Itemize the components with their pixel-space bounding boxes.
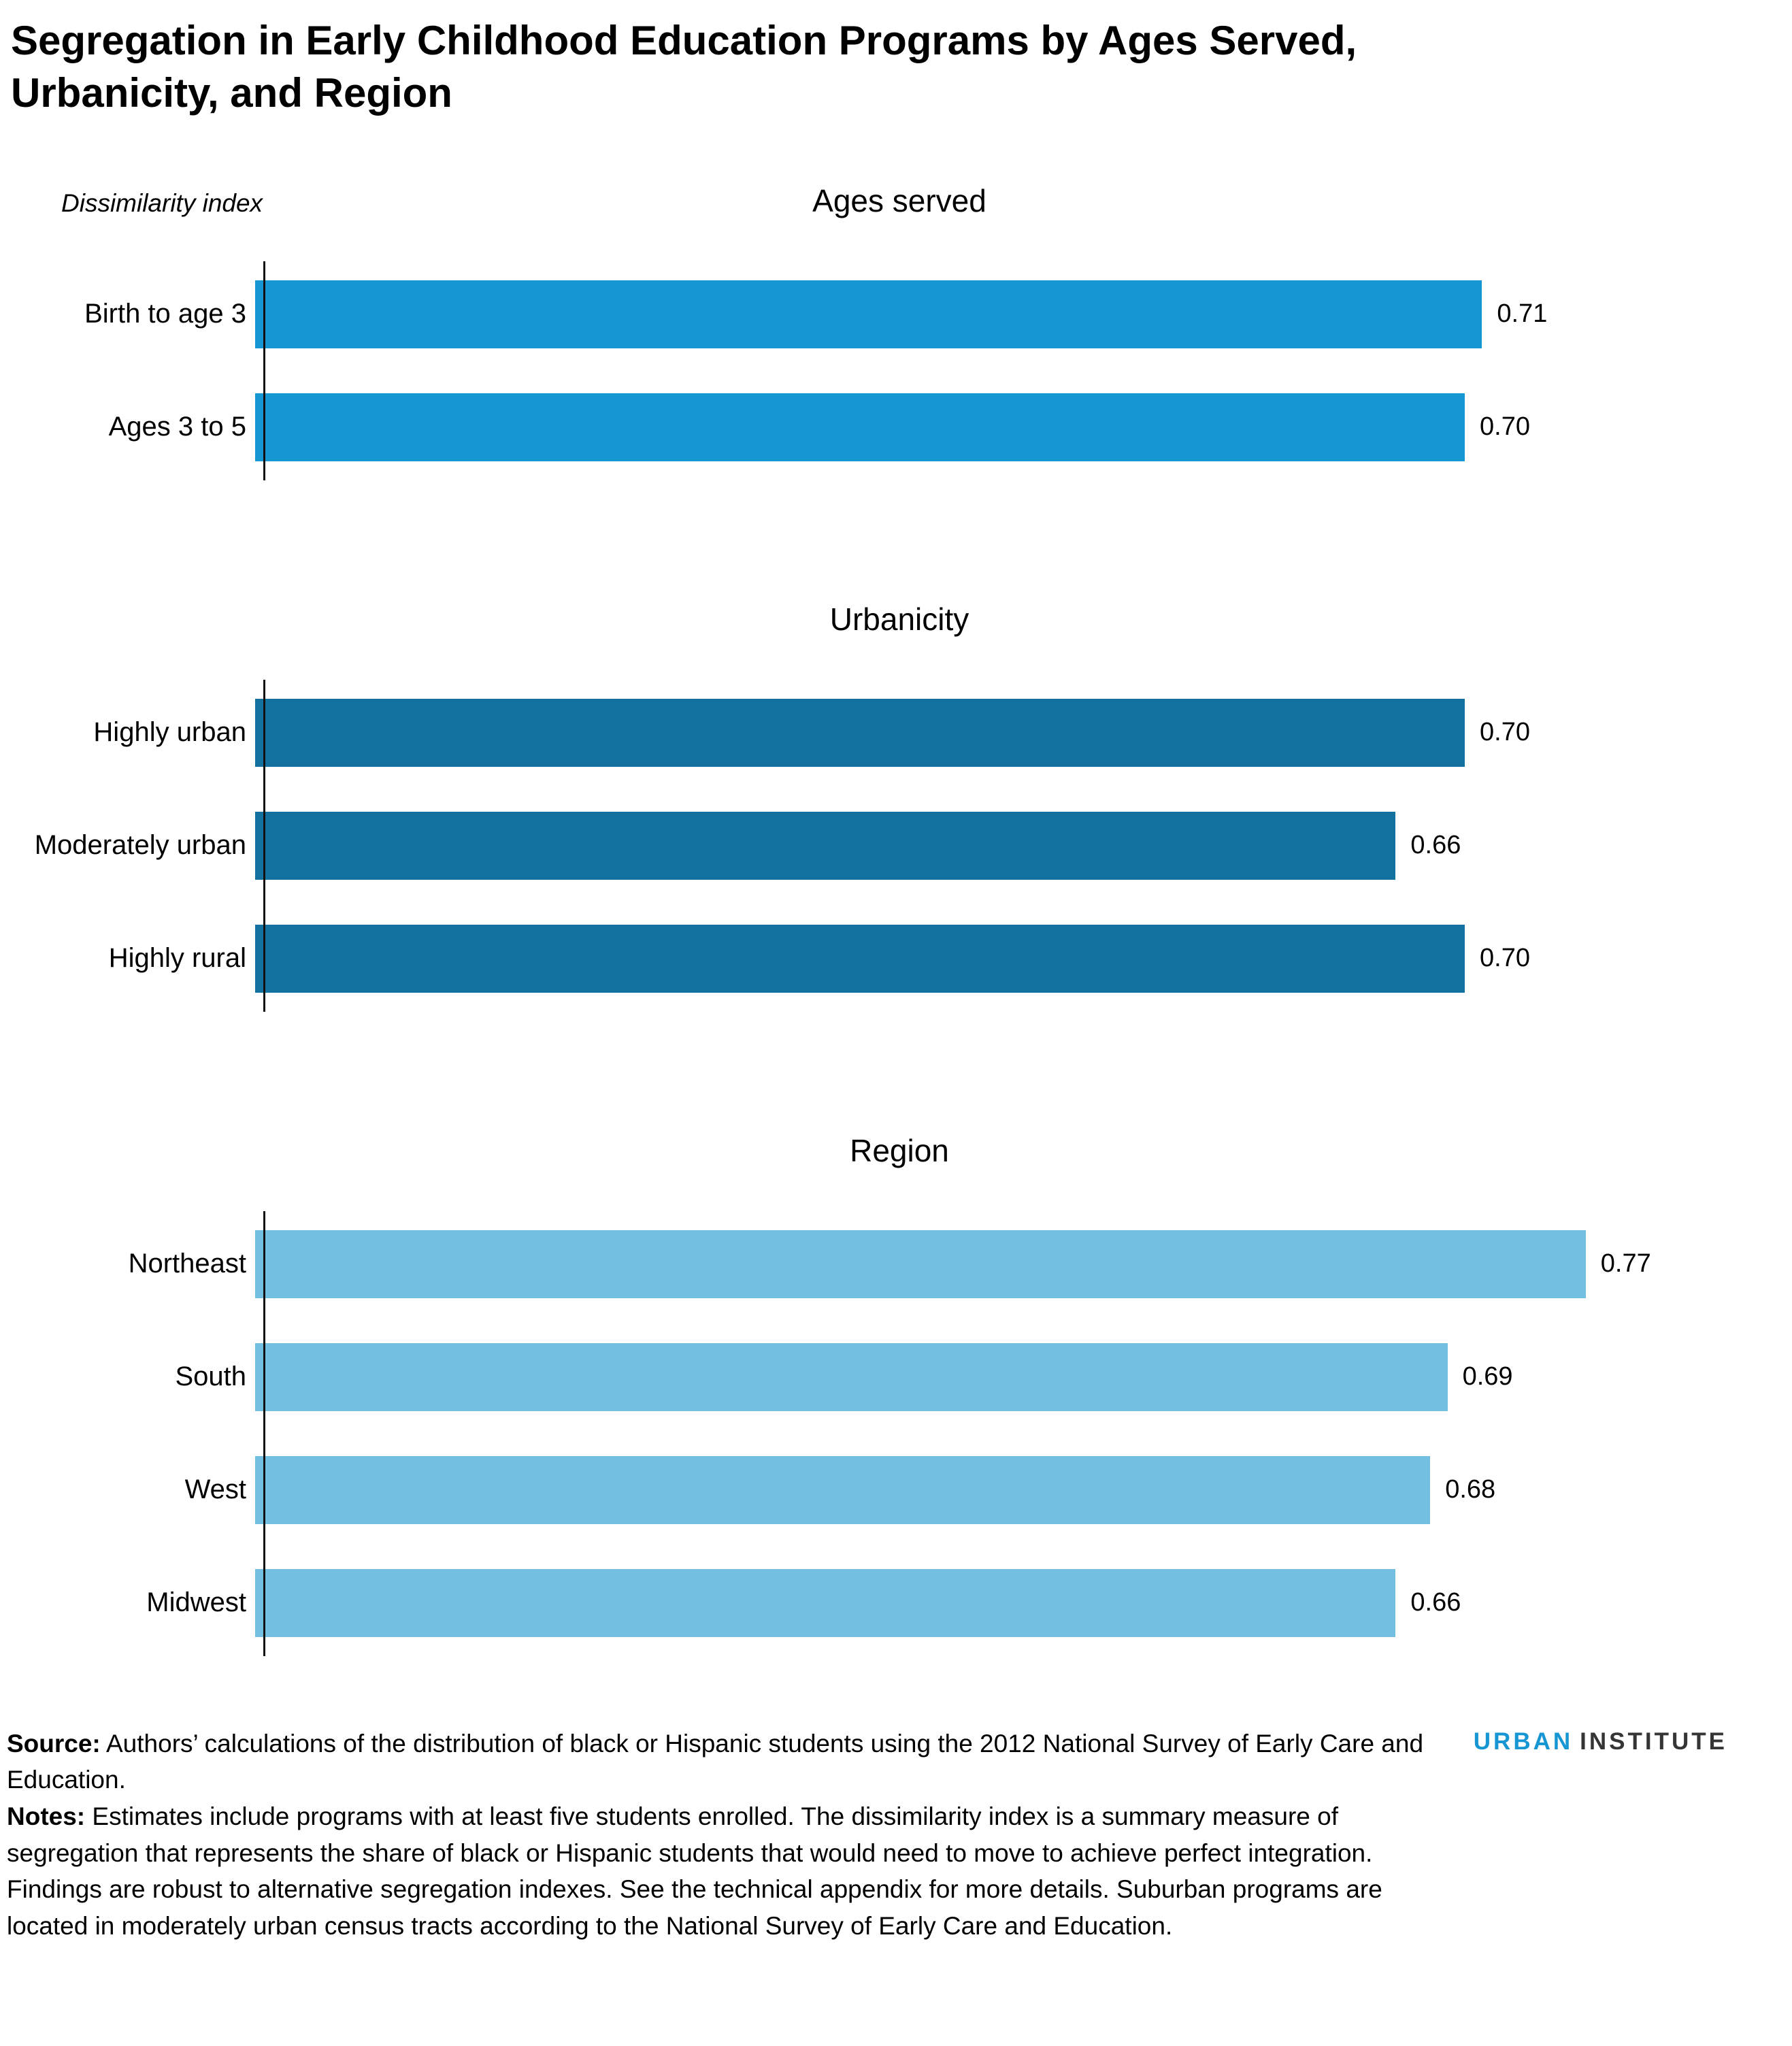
y-axis-line [263, 261, 265, 480]
bar-value: 0.77 [1600, 1249, 1651, 1278]
footer-notes: Source: Authors’ calculations of the dis… [7, 1726, 1439, 1945]
bar-row: Ages 3 to 5 0.70 [7, 393, 1724, 461]
bar [255, 1568, 1396, 1637]
bar-label: Midwest [146, 1587, 246, 1618]
bar-label: Northeast [128, 1249, 246, 1279]
source-text: Authors’ calculations of the distributio… [7, 1729, 1424, 1794]
bar-label: Highly rural [108, 943, 246, 974]
bar [255, 393, 1465, 461]
bar-cell: 0.70 [255, 393, 1724, 461]
bar-label: Moderately urban [34, 830, 246, 861]
bar-row: Northeast 0.77 [7, 1230, 1724, 1298]
section-title: Ages served [812, 182, 986, 218]
bar-cell: 0.68 [255, 1455, 1724, 1524]
notes-note: Notes: Estimates include programs with a… [7, 1798, 1439, 1945]
logo-urban-text: URBAN [1473, 1728, 1574, 1755]
section-rows: Northeast 0.77 South 0.69 West 0.68 Midw… [7, 1230, 1724, 1637]
chart-section: Ages served Birth to age 3 0.71 Ages 3 t… [7, 182, 1792, 480]
bar-value: 0.70 [1480, 718, 1530, 747]
source-label: Source: [7, 1729, 101, 1758]
chart-section: Urbanicity Highly urban 0.70 Moderately … [7, 601, 1792, 1012]
page-title: Segregation in Early Childhood Education… [11, 18, 1357, 116]
bar [255, 280, 1482, 348]
bar-cell: 0.66 [255, 811, 1724, 880]
urban-institute-logo: URBAN INSTITUTE [1474, 1726, 1727, 1755]
bar [255, 811, 1396, 880]
bar-row: Midwest 0.66 [7, 1568, 1724, 1637]
bar-row: Birth to age 3 0.71 [7, 280, 1724, 348]
bar-value: 0.66 [1410, 831, 1461, 860]
bar-label: Highly urban [93, 717, 246, 748]
section-rows: Highly urban 0.70 Moderately urban 0.66 … [7, 698, 1724, 993]
bar [255, 698, 1465, 767]
bar-value: 0.66 [1410, 1588, 1461, 1617]
bar-value: 0.71 [1497, 299, 1548, 329]
bar [255, 1342, 1448, 1411]
source-note: Source: Authors’ calculations of the dis… [7, 1726, 1439, 1798]
axis-label: Dissimilarity index [61, 188, 263, 217]
y-axis-line [263, 679, 265, 1012]
bar-label: South [175, 1362, 246, 1392]
bar-value: 0.68 [1445, 1475, 1496, 1504]
bar-row: Moderately urban 0.66 [7, 811, 1724, 880]
bar-cell: 0.70 [255, 698, 1724, 767]
bar [255, 924, 1465, 993]
footer: Source: Authors’ calculations of the dis… [7, 1726, 1792, 1945]
bar-value: 0.69 [1462, 1362, 1513, 1391]
section-title: Region [850, 1132, 949, 1168]
bar-label: Birth to age 3 [84, 299, 246, 329]
bar-cell: 0.69 [255, 1342, 1724, 1411]
bar-label: West [184, 1474, 246, 1505]
bar-label: Ages 3 to 5 [108, 412, 246, 442]
chart-section: Region Northeast 0.77 South 0.69 West 0.… [7, 1132, 1792, 1656]
chart-page: Segregation in Early Childhood Education… [7, 18, 1792, 1945]
bar-cell: 0.70 [255, 924, 1724, 993]
bar-cell: 0.66 [255, 1568, 1724, 1637]
bar-cell: 0.77 [255, 1230, 1724, 1298]
bar-row: Highly rural 0.70 [7, 924, 1724, 993]
notes-label: Notes: [7, 1802, 86, 1830]
bar [255, 1230, 1586, 1298]
section-rows: Birth to age 3 0.71 Ages 3 to 5 0.70 [7, 280, 1724, 461]
plot-area: Highly urban 0.70 Moderately urban 0.66 … [7, 679, 1724, 1012]
notes-text: Estimates include programs with at least… [7, 1802, 1382, 1940]
bar-row: South 0.69 [7, 1342, 1724, 1411]
bar-cell: 0.71 [255, 280, 1724, 348]
plot-area: Northeast 0.77 South 0.69 West 0.68 Midw… [7, 1210, 1724, 1656]
plot-area: Birth to age 3 0.71 Ages 3 to 5 0.70 [7, 261, 1724, 480]
section-title: Urbanicity [829, 601, 969, 637]
bar-value: 0.70 [1480, 412, 1530, 442]
bar-row: Highly urban 0.70 [7, 698, 1724, 767]
bar-row: West 0.68 [7, 1455, 1724, 1524]
charts-container: Dissimilarity index Ages served Birth to… [7, 182, 1792, 1656]
y-axis-line [263, 1210, 265, 1656]
bar [255, 1455, 1431, 1524]
bar-value: 0.70 [1480, 944, 1530, 973]
logo-institute-text: INSTITUTE [1580, 1728, 1727, 1755]
